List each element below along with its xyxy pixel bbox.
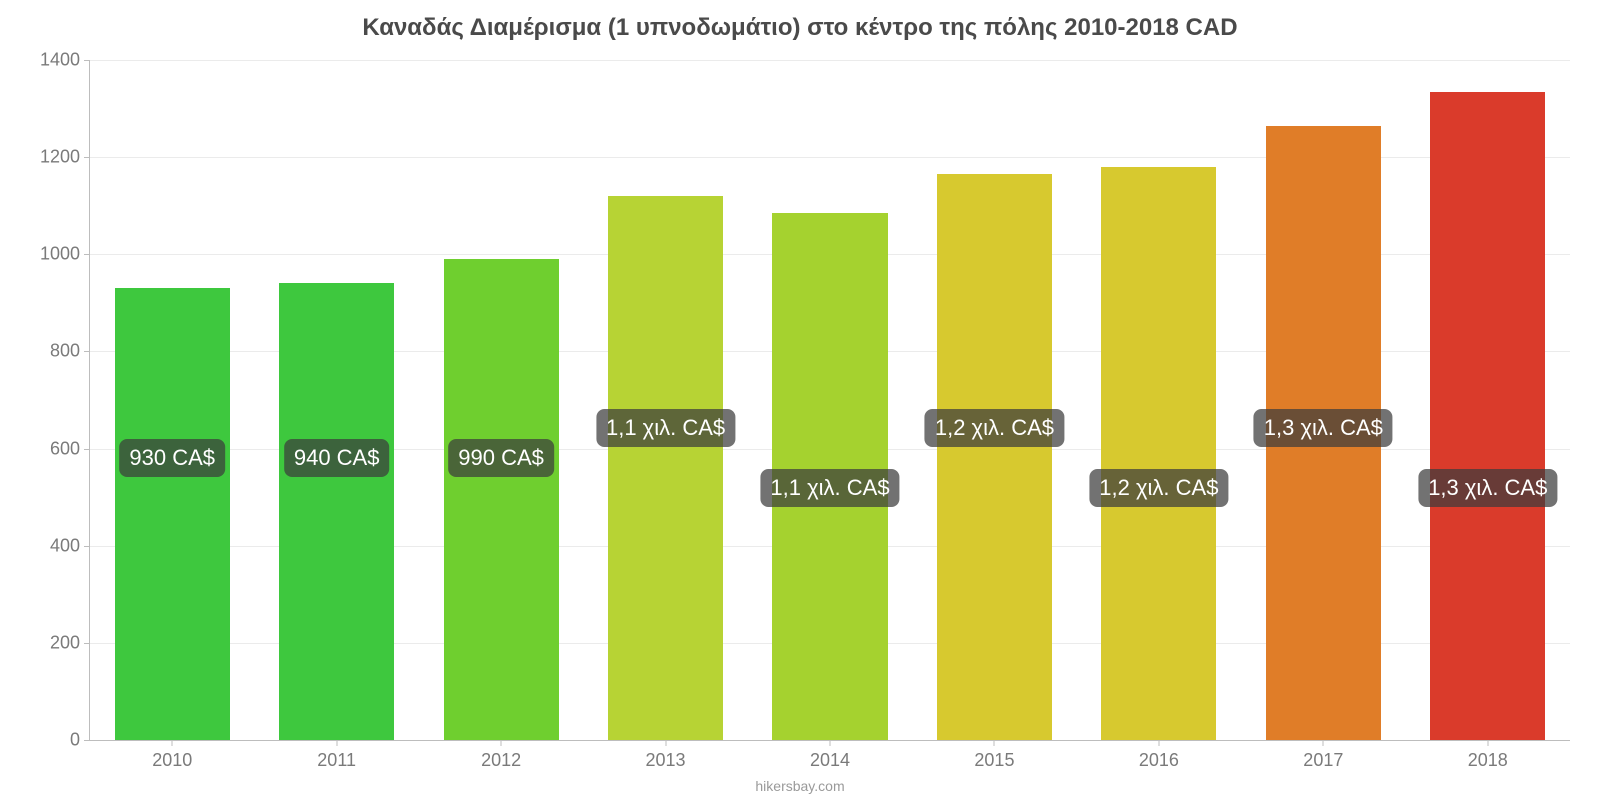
- bar: [115, 288, 230, 740]
- bar: [1430, 92, 1545, 740]
- y-tick-label: 800: [50, 341, 90, 362]
- chart-credit: hikersbay.com: [0, 778, 1600, 794]
- x-tick-label: 2012: [481, 740, 521, 771]
- y-tick-label: 400: [50, 535, 90, 556]
- plot-inner: 02004006008001000120014002010930 CA$2011…: [90, 60, 1570, 740]
- y-tick-label: 200: [50, 632, 90, 653]
- x-tick-label: 2015: [974, 740, 1014, 771]
- y-tick-label: 1000: [40, 244, 90, 265]
- bar-value-label: 940 CA$: [284, 439, 390, 477]
- bar-value-label: 1,1 χιλ. CA$: [596, 409, 735, 447]
- x-tick-label: 2017: [1303, 740, 1343, 771]
- bar: [608, 196, 723, 740]
- chart-container: Καναδάς Διαμέρισμα (1 υπνοδωμάτιο) στο κ…: [0, 0, 1600, 800]
- bar-value-label: 1,3 χιλ. CA$: [1254, 409, 1393, 447]
- x-tick-label: 2013: [646, 740, 686, 771]
- y-tick-label: 1200: [40, 147, 90, 168]
- x-tick-label: 2011: [317, 740, 356, 771]
- y-tick-label: 1400: [40, 50, 90, 71]
- bar: [444, 259, 559, 740]
- chart-title: Καναδάς Διαμέρισμα (1 υπνοδωμάτιο) στο κ…: [0, 14, 1600, 42]
- x-tick-label: 2010: [152, 740, 192, 771]
- bar: [937, 174, 1052, 740]
- bar: [1101, 167, 1216, 740]
- bar-value-label: 1,2 χιλ. CA$: [1089, 469, 1228, 507]
- x-tick-label: 2018: [1468, 740, 1508, 771]
- x-tick-label: 2014: [810, 740, 850, 771]
- y-tick-label: 600: [50, 438, 90, 459]
- bar: [279, 283, 394, 740]
- gridline: [90, 60, 1570, 61]
- bar-value-label: 930 CA$: [119, 439, 225, 477]
- bar-value-label: 1,3 χιλ. CA$: [1418, 469, 1557, 507]
- bar-value-label: 1,2 χιλ. CA$: [925, 409, 1064, 447]
- plot-area: 02004006008001000120014002010930 CA$2011…: [90, 60, 1570, 740]
- x-tick-label: 2016: [1139, 740, 1179, 771]
- y-tick-label: 0: [70, 730, 90, 751]
- bar-value-label: 1,1 χιλ. CA$: [760, 469, 899, 507]
- bar-value-label: 990 CA$: [448, 439, 554, 477]
